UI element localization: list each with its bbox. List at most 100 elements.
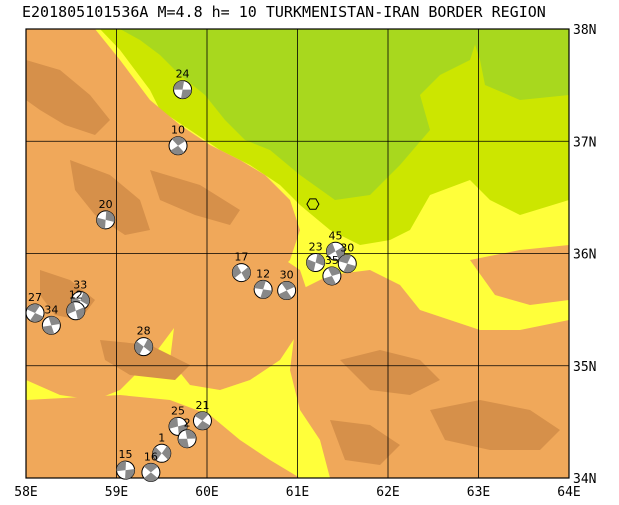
- depth-label: 2: [184, 417, 191, 430]
- compressional-quadrant: [241, 266, 251, 281]
- compressional-quadrant: [185, 429, 197, 439]
- focal-mechanism-beachball[interactable]: 16: [141, 450, 161, 482]
- depth-label: 30: [280, 269, 294, 282]
- ridge-5: [100, 340, 190, 380]
- compressional-quadrant: [42, 325, 55, 335]
- compressional-quadrant: [143, 472, 158, 482]
- compressional-quadrant: [152, 446, 162, 461]
- hexagon-icon[interactable]: [306, 198, 320, 210]
- compressional-quadrant: [116, 461, 127, 472]
- longitude-tick-label: 61E: [286, 485, 309, 500]
- focal-mechanism-beachball[interactable]: 21: [192, 399, 212, 431]
- depth-label: 24: [176, 68, 190, 81]
- compressional-quadrant: [194, 411, 209, 421]
- latitude-tick-label: 36N: [573, 248, 596, 263]
- depth-label: 20: [99, 198, 113, 211]
- focal-mechanism-beachball[interactable]: 30: [337, 242, 357, 274]
- longitude-tick-label: 62E: [376, 485, 399, 500]
- depth-label: 28: [137, 325, 151, 338]
- focal-mechanism-beachball[interactable]: 1: [152, 431, 172, 463]
- latitude-tick-label: 34N: [573, 472, 596, 487]
- focal-mechanism-beachball[interactable]: 27: [25, 291, 45, 323]
- depth-label: 33: [73, 279, 87, 292]
- focal-mechanism-beachball[interactable]: 34: [41, 303, 61, 335]
- focal-mechanism-beachball[interactable]: 35: [322, 254, 342, 286]
- depth-label: 27: [28, 291, 42, 304]
- depth-label: 1: [158, 431, 165, 444]
- compressional-quadrant: [48, 316, 61, 326]
- longitude-tick-label: 60E: [195, 485, 218, 500]
- compressional-quadrant: [171, 136, 186, 146]
- compressional-quadrant: [125, 469, 135, 480]
- depth-label: 12: [256, 267, 270, 280]
- compressional-quadrant: [96, 217, 106, 229]
- deep-basin-area: [120, 29, 480, 200]
- longitude-tick-label: 64E: [557, 485, 580, 500]
- compressional-quadrant: [315, 253, 325, 266]
- compressional-quadrant: [161, 446, 171, 460]
- map-title: E201805101536A M=4.8 h= 10 TURKMENISTAN-…: [22, 3, 546, 21]
- focal-mechanism-beachball[interactable]: 25: [168, 404, 188, 436]
- compressional-quadrant: [105, 210, 115, 223]
- compressional-quadrant: [134, 341, 144, 355]
- focal-mechanism-beachball[interactable]: 23: [306, 240, 326, 272]
- compressional-quadrant: [170, 145, 185, 155]
- compressional-quadrant: [66, 301, 76, 315]
- compressional-quadrant: [173, 80, 185, 90]
- ridge-8: [330, 420, 400, 465]
- depth-label: 25: [171, 404, 185, 417]
- focal-mechanism-beachball[interactable]: 24: [173, 68, 193, 100]
- depth-label: 10: [171, 124, 185, 137]
- compressional-quadrant: [232, 264, 242, 279]
- latitude-tick-label: 35N: [573, 360, 596, 375]
- compressional-quadrant: [80, 292, 90, 306]
- latitude-tick-label: 38N: [573, 23, 596, 38]
- depth-label: 30: [340, 242, 354, 255]
- basin-area-east: [470, 29, 569, 100]
- depth-label: 35: [325, 254, 339, 267]
- compressional-quadrant: [326, 242, 336, 256]
- focal-mechanism-beachball[interactable]: 12: [253, 267, 273, 299]
- focal-mechanism-beachball[interactable]: 2: [177, 417, 197, 449]
- ridge-2: [70, 160, 150, 235]
- compressional-quadrant: [143, 338, 153, 353]
- compressional-quadrant: [327, 266, 341, 276]
- compressional-quadrant: [30, 312, 44, 322]
- longitude-labels: 58E 59E 60E 61E 62E 63E 64E: [14, 485, 580, 500]
- focal-mechanism-beachball[interactable]: 10: [168, 124, 188, 156]
- ridge-7: [430, 400, 560, 450]
- mountain-range-ne: [470, 245, 569, 305]
- compressional-quadrant: [143, 463, 158, 473]
- depth-label: 23: [309, 240, 323, 253]
- compressional-quadrant: [178, 438, 189, 448]
- focal-mechanism-beachball[interactable]: 12: [66, 289, 86, 321]
- depth-label: 15: [119, 448, 133, 461]
- latitude-tick-label: 37N: [573, 135, 596, 150]
- ridge-3: [150, 170, 240, 225]
- longitude-tick-label: 63E: [467, 485, 490, 500]
- compressional-quadrant: [260, 289, 273, 299]
- compressional-quadrant: [338, 254, 352, 264]
- focal-mechanism-beachball[interactable]: 30: [277, 269, 297, 301]
- focal-mechanism-beachball[interactable]: 15: [116, 448, 136, 480]
- focal-mechanism-beachball[interactable]: 20: [96, 198, 116, 230]
- depth-label: 45: [329, 229, 343, 242]
- compressional-quadrant: [281, 281, 295, 291]
- focal-mechanism-beachball[interactable]: 28: [134, 325, 154, 357]
- graticule: [26, 29, 569, 478]
- focal-mechanism-beachball[interactable]: 17: [231, 251, 251, 283]
- compressional-quadrant: [306, 259, 316, 272]
- depth-label: 16: [144, 450, 158, 463]
- compressional-quadrant: [196, 420, 211, 430]
- ridge-1: [26, 60, 110, 135]
- depth-label: 21: [195, 399, 209, 412]
- compressional-quadrant: [343, 263, 356, 273]
- compressional-quadrant: [181, 89, 192, 99]
- compressional-quadrant: [254, 280, 266, 290]
- epicenter-marker[interactable]: [306, 198, 320, 210]
- mountain-range-south: [26, 395, 300, 478]
- longitude-tick-label: 59E: [105, 485, 128, 500]
- compressional-quadrant: [26, 303, 41, 313]
